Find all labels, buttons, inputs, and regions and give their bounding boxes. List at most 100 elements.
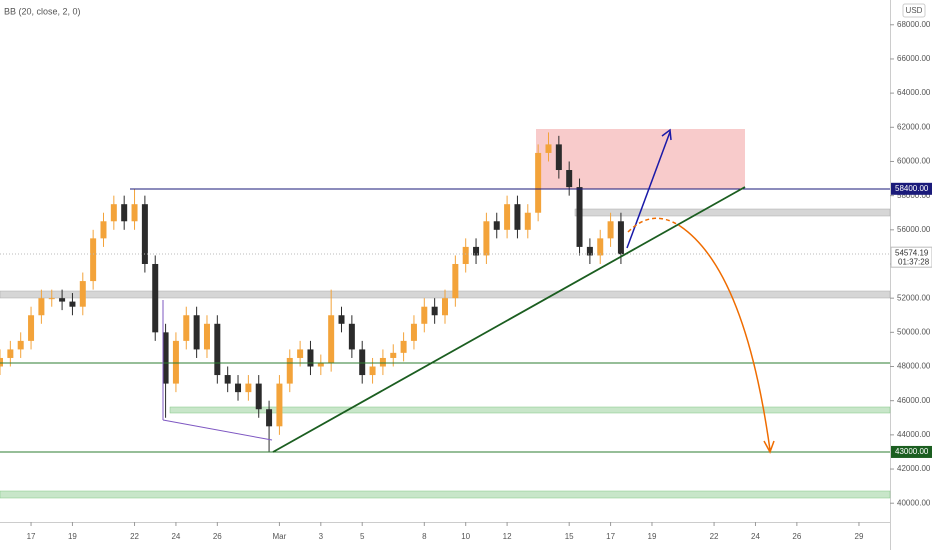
candle-body (431, 306, 438, 316)
candle-body (524, 212, 531, 230)
price-label-box (891, 182, 932, 195)
candle-body (183, 315, 190, 341)
candle-body (379, 357, 386, 367)
countdown: 01:37:28 (898, 257, 930, 266)
candle-body (59, 298, 66, 302)
trend-line (272, 186, 746, 453)
candle-body (576, 187, 583, 247)
green-zone (0, 490, 891, 499)
y-tick-label: 50000.00 (897, 327, 931, 336)
x-tick-label: 26 (792, 532, 801, 541)
candle-body (369, 366, 376, 376)
candle-body (152, 263, 159, 333)
y-tick-label: 42000.00 (897, 464, 931, 473)
x-tick-label: 12 (503, 532, 512, 541)
x-tick-label: 19 (648, 532, 657, 541)
y-tick-label: 62000.00 (897, 122, 931, 131)
x-tick-label: 26 (213, 532, 222, 541)
candle-body (504, 204, 511, 230)
candle-body (255, 383, 262, 410)
candle-body (131, 204, 138, 222)
y-tick-label: 56000.00 (897, 225, 931, 234)
x-tick-label: 3 (319, 532, 324, 541)
candle-body (421, 306, 428, 324)
candle-body (69, 301, 76, 307)
y-tick-label: 52000.00 (897, 293, 931, 302)
candle-body (245, 383, 252, 393)
drawings (0, 128, 890, 454)
x-tick-label: 15 (565, 532, 574, 541)
candle-body (48, 298, 55, 300)
x-tick-label: 10 (461, 532, 470, 541)
candle-body (214, 323, 221, 376)
candle-body (452, 263, 459, 299)
candle-body (121, 204, 128, 222)
candle-body (597, 238, 604, 256)
y-tick-label: 48000.00 (897, 362, 931, 371)
gray-zone (574, 208, 891, 217)
indicator-label: BB (20, close, 2, 0) (4, 6, 81, 16)
candle-body (545, 144, 552, 153)
candle-body (224, 375, 231, 384)
x-tick-label: 5 (360, 532, 365, 541)
candle-body (235, 383, 242, 393)
y-tick-label: 66000.00 (897, 54, 931, 63)
price-label-box (891, 445, 932, 458)
x-tick-label: 22 (130, 532, 139, 541)
x-tick-label: 17 (606, 532, 615, 541)
candle-body (79, 281, 86, 307)
arrow-head (763, 440, 775, 454)
candle-body (359, 349, 366, 376)
candle-body (473, 246, 480, 256)
purple-line (162, 419, 273, 441)
candle-body (297, 349, 304, 358)
candle-body (493, 221, 500, 230)
candle-body (400, 340, 407, 353)
candle-body (462, 246, 469, 264)
y-tick-label: 64000.00 (897, 88, 931, 97)
candle-body (193, 315, 200, 350)
y-tick-label: 60000.00 (897, 157, 931, 166)
candle-body (38, 298, 45, 316)
candle-body (483, 221, 490, 256)
candle-body (535, 152, 542, 213)
blue-arrow (626, 131, 671, 249)
y-tick-label: 68000.00 (897, 20, 931, 29)
candle-body (586, 246, 593, 256)
candle-body (266, 409, 273, 427)
x-tick-label: 8 (422, 532, 427, 541)
currency: USD (906, 6, 923, 15)
orange-arc (627, 217, 681, 233)
candle-body (348, 323, 355, 350)
candle-body (607, 221, 614, 239)
candles (0, 132, 624, 452)
x-tick-label: 24 (751, 532, 760, 541)
candle-body (317, 363, 324, 367)
candle-body (307, 349, 314, 367)
candle-body (172, 340, 179, 384)
candle-body (203, 323, 210, 350)
arrow-head (661, 128, 672, 141)
x-tick-label: Mar (273, 532, 287, 541)
candle-body (90, 238, 97, 282)
currency-box (902, 3, 926, 18)
candle-body (555, 144, 562, 171)
candle-body (338, 315, 345, 324)
candle-body (390, 352, 397, 358)
candle-body (28, 315, 35, 341)
candle-body (0, 357, 3, 367)
candle-body (110, 204, 117, 222)
y-tick-label: 44000.00 (897, 430, 931, 439)
candle-body (410, 323, 417, 341)
x-tick-label: 29 (855, 532, 864, 541)
candle-body (328, 315, 335, 364)
candle-body (17, 340, 24, 350)
candle-body (141, 204, 148, 264)
y-tick-label: 40000.00 (897, 498, 931, 507)
y-tick-label: 58000.00 (897, 191, 931, 200)
x-tick-label: 24 (171, 532, 180, 541)
candle-body (7, 349, 14, 358)
